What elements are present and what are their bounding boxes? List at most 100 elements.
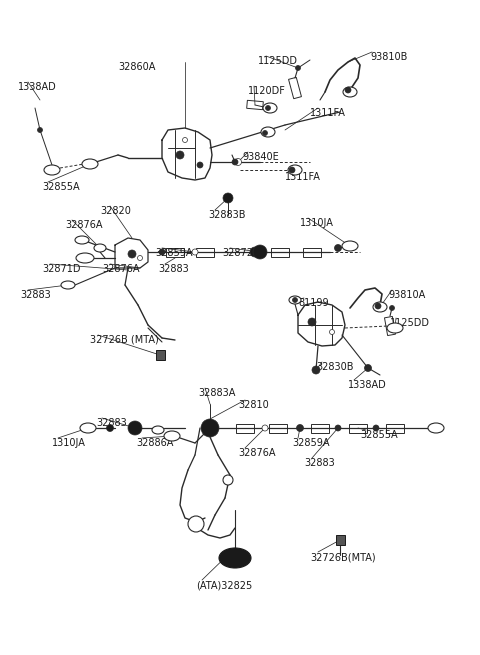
Ellipse shape bbox=[375, 303, 381, 309]
Text: 32859A: 32859A bbox=[292, 438, 329, 448]
Ellipse shape bbox=[94, 244, 106, 252]
Text: 32886A: 32886A bbox=[136, 438, 173, 448]
Text: 32855A: 32855A bbox=[42, 182, 80, 192]
Text: 32876A: 32876A bbox=[102, 264, 140, 274]
Text: 32883: 32883 bbox=[158, 264, 189, 274]
Ellipse shape bbox=[263, 103, 277, 113]
Text: 32883: 32883 bbox=[96, 418, 127, 428]
Bar bbox=[336, 535, 345, 545]
Text: 32883B: 32883B bbox=[208, 210, 245, 220]
Text: 1310JA: 1310JA bbox=[52, 438, 86, 448]
Ellipse shape bbox=[137, 255, 143, 261]
Text: 93810A: 93810A bbox=[388, 290, 425, 300]
Ellipse shape bbox=[296, 66, 300, 71]
Bar bbox=[166, 248, 184, 257]
Ellipse shape bbox=[182, 138, 188, 143]
Text: 32726B (MTA): 32726B (MTA) bbox=[90, 335, 159, 345]
Ellipse shape bbox=[308, 318, 316, 326]
Ellipse shape bbox=[201, 419, 219, 437]
Text: 1310JA: 1310JA bbox=[300, 218, 334, 228]
Text: 32726B(MTA): 32726B(MTA) bbox=[310, 552, 376, 562]
Bar bbox=[196, 248, 214, 257]
Ellipse shape bbox=[373, 302, 387, 312]
Ellipse shape bbox=[82, 159, 98, 169]
Ellipse shape bbox=[223, 193, 233, 203]
Ellipse shape bbox=[61, 281, 75, 289]
Bar bbox=[386, 424, 404, 432]
Ellipse shape bbox=[288, 165, 302, 175]
Ellipse shape bbox=[387, 323, 403, 333]
Ellipse shape bbox=[250, 247, 260, 257]
Text: 32883: 32883 bbox=[304, 458, 335, 468]
Ellipse shape bbox=[335, 244, 341, 252]
Text: 32859A: 32859A bbox=[155, 248, 192, 258]
Text: 93810B: 93810B bbox=[370, 52, 408, 62]
Text: 32830B: 32830B bbox=[316, 362, 353, 372]
Text: 1311FA: 1311FA bbox=[310, 108, 346, 118]
Text: 32855A: 32855A bbox=[360, 430, 397, 440]
Ellipse shape bbox=[373, 425, 379, 431]
Ellipse shape bbox=[164, 431, 180, 441]
Ellipse shape bbox=[265, 105, 271, 111]
Text: 93840E: 93840E bbox=[242, 152, 279, 162]
Ellipse shape bbox=[232, 159, 238, 165]
Text: 1311FA: 1311FA bbox=[285, 172, 321, 182]
Text: 32820: 32820 bbox=[100, 206, 131, 216]
Ellipse shape bbox=[197, 162, 203, 168]
Ellipse shape bbox=[76, 253, 94, 263]
Ellipse shape bbox=[188, 516, 204, 532]
Ellipse shape bbox=[37, 128, 43, 132]
Text: 1120DF: 1120DF bbox=[248, 86, 286, 96]
Ellipse shape bbox=[223, 475, 233, 485]
Ellipse shape bbox=[312, 366, 320, 374]
Ellipse shape bbox=[219, 548, 251, 568]
Ellipse shape bbox=[263, 130, 267, 136]
Ellipse shape bbox=[176, 151, 184, 159]
Ellipse shape bbox=[342, 241, 358, 251]
Ellipse shape bbox=[44, 165, 60, 175]
Text: 32871D: 32871D bbox=[42, 264, 81, 274]
Text: 32883A: 32883A bbox=[198, 388, 235, 398]
Ellipse shape bbox=[152, 426, 164, 434]
Bar bbox=[311, 424, 329, 432]
Ellipse shape bbox=[343, 87, 357, 97]
Bar bbox=[288, 77, 301, 99]
Bar bbox=[271, 248, 289, 257]
Ellipse shape bbox=[364, 364, 372, 371]
Ellipse shape bbox=[128, 250, 136, 258]
Text: 1338AD: 1338AD bbox=[348, 380, 387, 390]
Ellipse shape bbox=[428, 423, 444, 433]
Ellipse shape bbox=[345, 87, 351, 93]
Bar bbox=[303, 248, 321, 257]
Ellipse shape bbox=[235, 159, 241, 166]
Ellipse shape bbox=[128, 421, 142, 435]
Text: 32876A: 32876A bbox=[65, 220, 103, 230]
Ellipse shape bbox=[335, 425, 341, 431]
Bar bbox=[269, 424, 287, 432]
Bar bbox=[384, 316, 396, 335]
Text: 32883: 32883 bbox=[20, 290, 51, 300]
Ellipse shape bbox=[159, 249, 165, 255]
Bar bbox=[349, 424, 367, 432]
Ellipse shape bbox=[289, 296, 301, 304]
Ellipse shape bbox=[329, 329, 335, 335]
Text: 32872B: 32872B bbox=[222, 248, 260, 258]
Text: 1338AD: 1338AD bbox=[18, 82, 57, 92]
Ellipse shape bbox=[297, 424, 303, 432]
Text: 32876A: 32876A bbox=[238, 448, 276, 458]
Bar bbox=[247, 100, 264, 109]
Bar bbox=[236, 424, 254, 432]
Text: 32860A: 32860A bbox=[118, 62, 156, 72]
Ellipse shape bbox=[192, 249, 198, 255]
Ellipse shape bbox=[253, 245, 267, 259]
Bar bbox=[156, 350, 165, 360]
Ellipse shape bbox=[389, 305, 395, 310]
Ellipse shape bbox=[107, 424, 113, 432]
Ellipse shape bbox=[261, 127, 275, 137]
Text: (ATA)32825: (ATA)32825 bbox=[196, 580, 252, 590]
Ellipse shape bbox=[262, 425, 268, 431]
Text: 1125DD: 1125DD bbox=[258, 56, 298, 66]
Text: 81199: 81199 bbox=[298, 298, 329, 308]
Text: 1125DD: 1125DD bbox=[390, 318, 430, 328]
Ellipse shape bbox=[289, 167, 295, 173]
